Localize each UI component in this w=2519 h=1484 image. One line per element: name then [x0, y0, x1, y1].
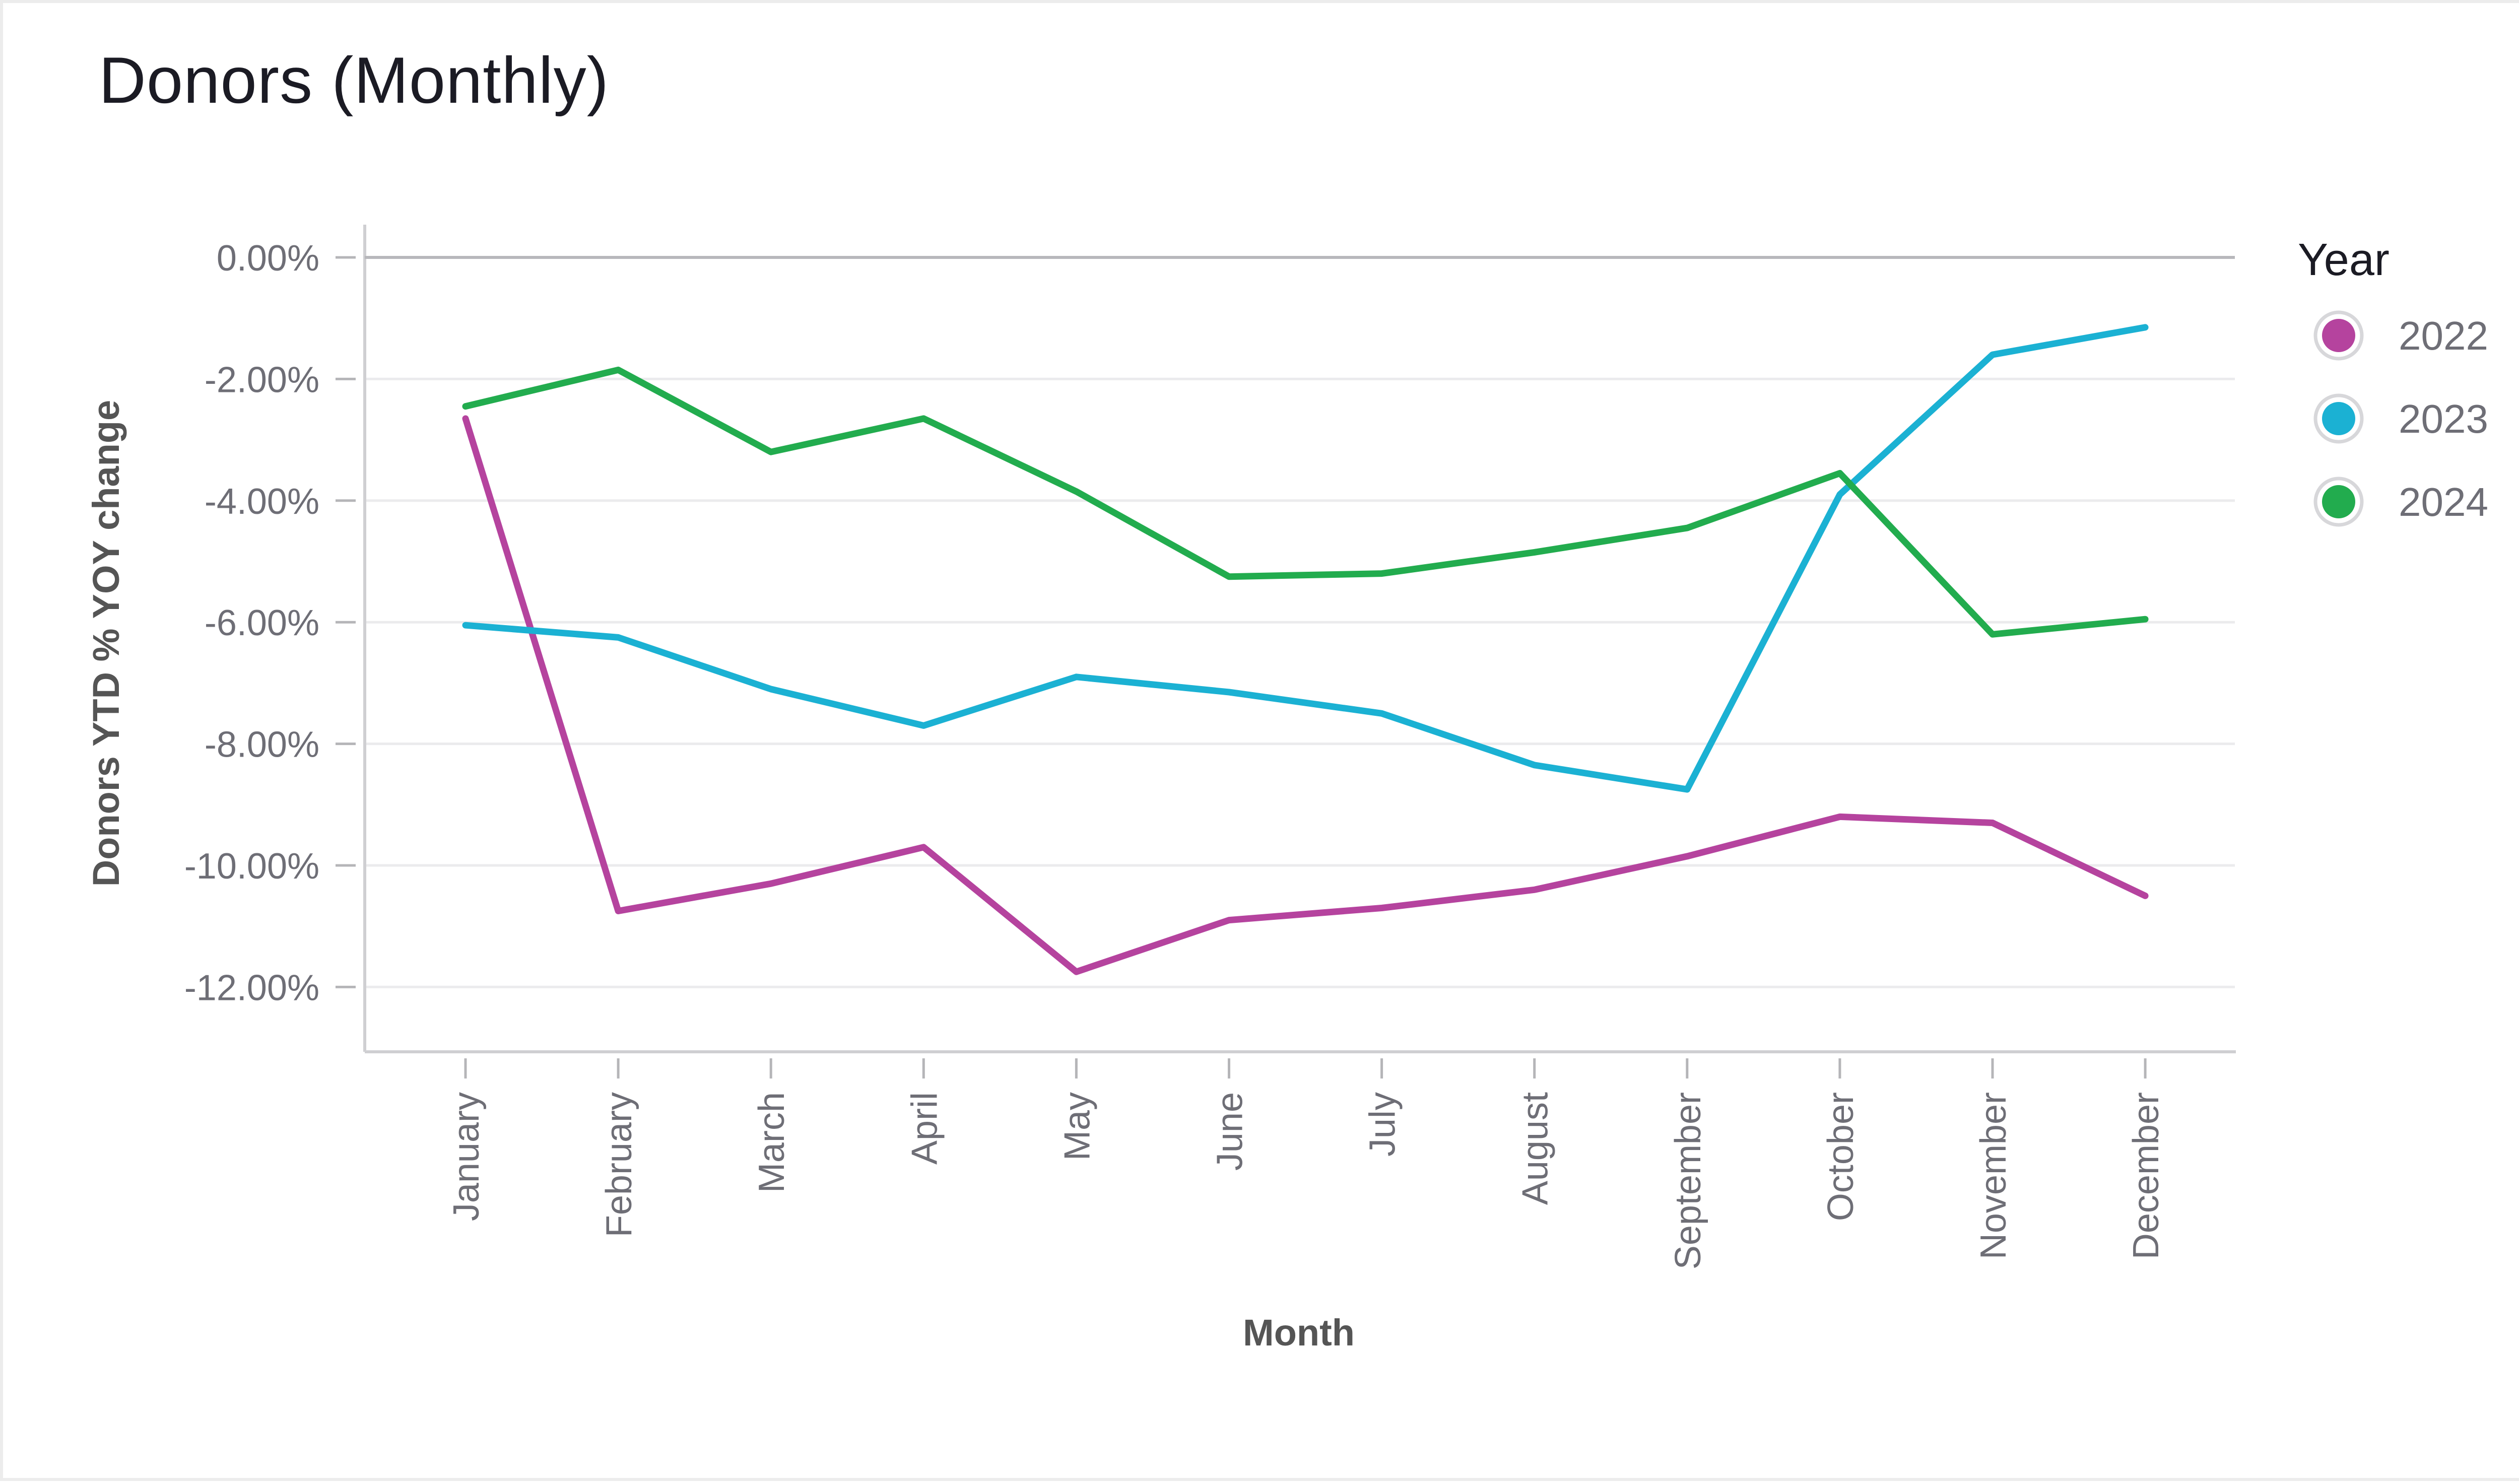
line-chart: 0.00% -2.00% -4.00% -6.00% -8.00% -10.00% -12.… — [85, 225, 2488, 1354]
y-tick-label: -12.00% — [184, 968, 319, 1008]
legend-title: Year — [2298, 235, 2390, 285]
x-tick-label: June — [1210, 1092, 1250, 1171]
legend-marker-2023 — [2322, 402, 2355, 435]
legend-label-2024: 2024 — [2399, 480, 2488, 524]
x-tick-label: December — [2126, 1092, 2166, 1259]
x-tick-label: July — [1363, 1092, 1403, 1157]
y-axis-title: Donors YTD % YOY change — [85, 400, 127, 887]
x-tick-label: November — [1973, 1092, 2014, 1259]
x-tick-label: April — [904, 1092, 945, 1165]
legend-marker-2022 — [2322, 319, 2355, 352]
x-tick-label: May — [1057, 1092, 1097, 1161]
y-tick-label: -4.00% — [205, 482, 319, 522]
chart-title: Donors (Monthly) — [99, 43, 609, 117]
x-tick-label: January — [446, 1092, 487, 1221]
y-tick-label: -8.00% — [205, 725, 319, 765]
y-tick-label: -2.00% — [205, 360, 319, 400]
y-axis-ticks: 0.00% -2.00% -4.00% -6.00% -8.00% -10.00% -12.… — [184, 238, 356, 1008]
x-tick-label: August — [1515, 1092, 1556, 1205]
x-axis-ticks: January February March April May June July Augu… — [446, 1058, 2166, 1269]
x-tick-label: February — [599, 1092, 639, 1237]
x-tick-label: October — [1821, 1092, 1861, 1221]
legend: Year 2022 2023 2024 — [2298, 235, 2488, 527]
x-tick-label: March — [752, 1092, 792, 1193]
legend-label-2022: 2022 — [2399, 313, 2488, 358]
axes — [363, 225, 2236, 1053]
legend-marker-2024 — [2322, 485, 2355, 518]
grid-lines — [365, 377, 2235, 988]
x-axis-title: Month — [1243, 1312, 1355, 1354]
legend-items: 2022 2023 2024 — [2313, 310, 2488, 527]
legend-label-2023: 2023 — [2399, 396, 2488, 441]
y-tick-label: -10.00% — [184, 846, 319, 887]
series-lines — [462, 324, 2149, 975]
series-line-2023 — [462, 324, 2149, 793]
y-tick-label: -6.00% — [205, 603, 319, 643]
series-line-2022 — [462, 415, 2149, 975]
series-line-2024 — [462, 366, 2149, 638]
y-tick-label: 0.00% — [217, 238, 319, 279]
x-tick-label: September — [1668, 1092, 1708, 1269]
